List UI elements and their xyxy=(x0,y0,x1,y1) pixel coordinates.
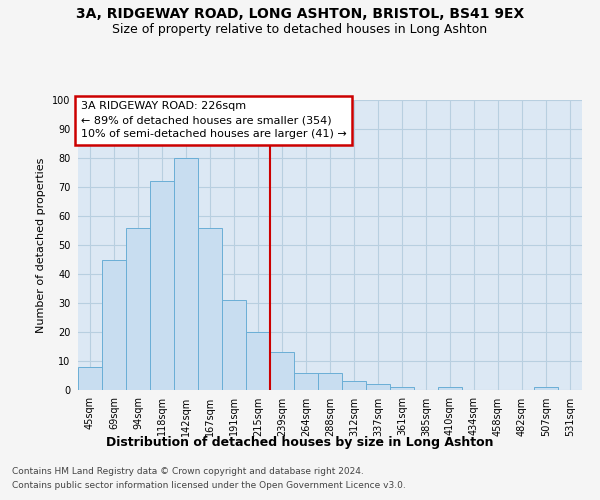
Bar xyxy=(222,300,246,390)
Bar xyxy=(342,382,366,390)
Text: Size of property relative to detached houses in Long Ashton: Size of property relative to detached ho… xyxy=(112,22,488,36)
Bar xyxy=(102,260,126,390)
Text: Contains public sector information licensed under the Open Government Licence v3: Contains public sector information licen… xyxy=(12,481,406,490)
Bar xyxy=(198,228,222,390)
Text: Contains HM Land Registry data © Crown copyright and database right 2024.: Contains HM Land Registry data © Crown c… xyxy=(12,467,364,476)
Text: Distribution of detached houses by size in Long Ashton: Distribution of detached houses by size … xyxy=(106,436,494,449)
Bar xyxy=(438,387,462,390)
Bar xyxy=(270,352,294,390)
Text: 3A, RIDGEWAY ROAD, LONG ASHTON, BRISTOL, BS41 9EX: 3A, RIDGEWAY ROAD, LONG ASHTON, BRISTOL,… xyxy=(76,8,524,22)
Bar xyxy=(318,372,342,390)
Bar xyxy=(174,158,198,390)
Bar xyxy=(246,332,270,390)
Bar xyxy=(366,384,390,390)
Bar xyxy=(126,228,150,390)
Y-axis label: Number of detached properties: Number of detached properties xyxy=(37,158,46,332)
Text: 3A RIDGEWAY ROAD: 226sqm
← 89% of detached houses are smaller (354)
10% of semi-: 3A RIDGEWAY ROAD: 226sqm ← 89% of detach… xyxy=(80,102,346,140)
Bar xyxy=(150,181,174,390)
Bar xyxy=(390,387,414,390)
Bar xyxy=(78,367,102,390)
Bar xyxy=(534,387,558,390)
Bar xyxy=(294,372,318,390)
